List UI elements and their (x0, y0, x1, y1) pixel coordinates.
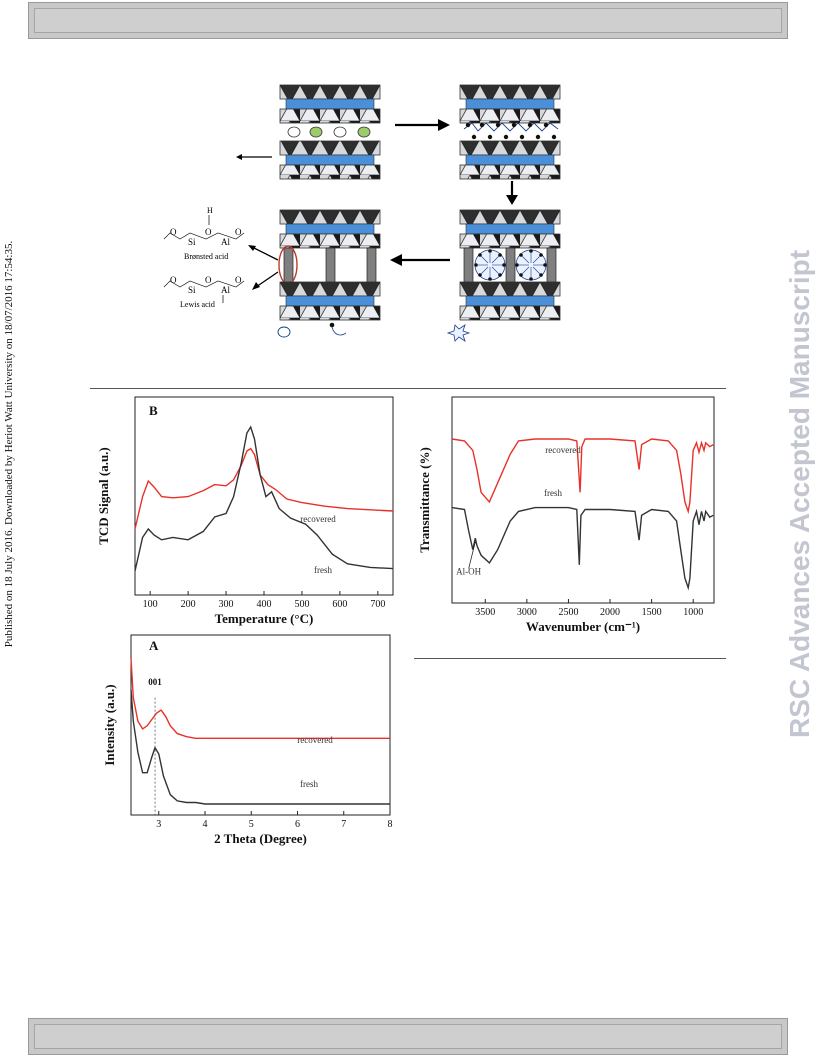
bronsted-acid-label: Brønsted acid (184, 252, 228, 261)
journal-watermark: RSC Advances Accepted Manuscript (784, 249, 815, 738)
series-line-fresh (451, 506, 714, 591)
x-tick-label: 1500 (642, 607, 662, 618)
x-tick-label: 4 (203, 819, 208, 830)
svg-text:O: O (235, 227, 242, 237)
page-header-bar (28, 2, 788, 39)
page-footer-bar (28, 1018, 788, 1055)
al-oh-label: Al-OH (456, 566, 481, 576)
x-tick-label: 400 (257, 599, 272, 610)
svg-text:Si: Si (188, 285, 196, 295)
section-rule-top (90, 388, 726, 389)
x-tick-label: 2500 (558, 607, 578, 618)
ftir-chart: 3500 3000 2500 2000 1500 1000 recovered fresh Wa… (417, 396, 715, 634)
al-oh-pointer (468, 541, 476, 569)
clay-layer-pillared (278, 209, 381, 321)
publication-note: Published on 18 July 2016. Downloaded by… (3, 240, 15, 648)
svg-text:Al: Al (221, 237, 230, 247)
series-line-recovered (130, 658, 390, 740)
legend-cation-symbol (277, 326, 291, 338)
x-tick-label: 100 (143, 599, 158, 610)
x-tick-label: 500 (294, 599, 309, 610)
x-tick-label: 5 (249, 819, 254, 830)
svg-text:O: O (170, 275, 177, 285)
tpd-chart: 100 200 300 400 500 600 700 recovered fresh B Temp… (96, 396, 394, 626)
lewis-acid-label: Lewis acid (180, 300, 215, 309)
x-tick-label: 6 (295, 819, 300, 830)
clay-layer-surfactant (459, 84, 561, 180)
clay-layer-micelle (459, 209, 561, 321)
series-label-recovered: recovered (545, 445, 581, 455)
x-axis-label: Temperature (°C) (215, 611, 314, 626)
legend-surfactant-symbol (329, 322, 335, 328)
legend-polycation-symbol (446, 324, 471, 342)
svg-text:Si: Si (188, 237, 196, 247)
x-tick-label: 2000 (600, 607, 620, 618)
series-label-recovered: recovered (297, 735, 333, 745)
y-axis-label: Transmittance (%) (417, 447, 432, 553)
clay-layer-raw (279, 84, 381, 180)
series-line-fresh (134, 425, 394, 572)
series-label-fresh: fresh (300, 779, 318, 789)
x-axis-label: 2 Theta (Degree) (214, 831, 307, 846)
x-tick-label: 7 (341, 819, 346, 830)
x-tick-label: 700 (370, 599, 385, 610)
xrd-chart: 3 4 5 6 7 8 recovered fresh A 2 Theta (Degree) Int… (102, 634, 393, 846)
panel-letter: B (149, 403, 158, 418)
plot-frame (130, 634, 391, 816)
x-tick-label: 1000 (683, 607, 703, 618)
x-tick-label: 600 (332, 599, 347, 610)
y-axis-label: TCD Signal (a.u.) (96, 447, 111, 545)
series-label-recovered: recovered (300, 514, 336, 524)
peak-001-label: 001 (148, 677, 162, 687)
svg-text:O: O (205, 227, 212, 237)
series-line-recovered (451, 438, 714, 515)
y-axis-label: Intensity (a.u.) (102, 684, 117, 765)
pillaring-scheme: H O Si O Al O Brønsted acid O Si O Al O … (163, 84, 561, 342)
x-tick-label: 300 (219, 599, 234, 610)
panel-letter: A (149, 638, 159, 653)
svg-text:Al: Al (221, 285, 230, 295)
x-axis-label: Wavenumber (cm⁻¹) (526, 619, 640, 634)
svg-text:O: O (205, 275, 212, 285)
series-label-fresh: fresh (314, 565, 332, 575)
series-line-recovered (134, 447, 394, 530)
x-tick-label: 3500 (475, 607, 495, 618)
x-tick-label: 8 (388, 819, 393, 830)
svg-text:O: O (170, 227, 177, 237)
x-tick-label: 200 (181, 599, 196, 610)
bronsted-acid-structure: H O Si O Al O Brønsted acid (163, 206, 245, 261)
x-tick-label: 3000 (517, 607, 537, 618)
series-label-fresh: fresh (544, 488, 562, 498)
h-label: H (207, 206, 213, 215)
svg-text:O: O (235, 275, 242, 285)
lewis-acid-structure: O Si O Al O Lewis acid (163, 275, 245, 309)
x-tick-label: 3 (156, 819, 161, 830)
series-line-fresh (130, 689, 390, 805)
section-rule-bottom (414, 658, 726, 659)
plot-frame (451, 396, 715, 604)
